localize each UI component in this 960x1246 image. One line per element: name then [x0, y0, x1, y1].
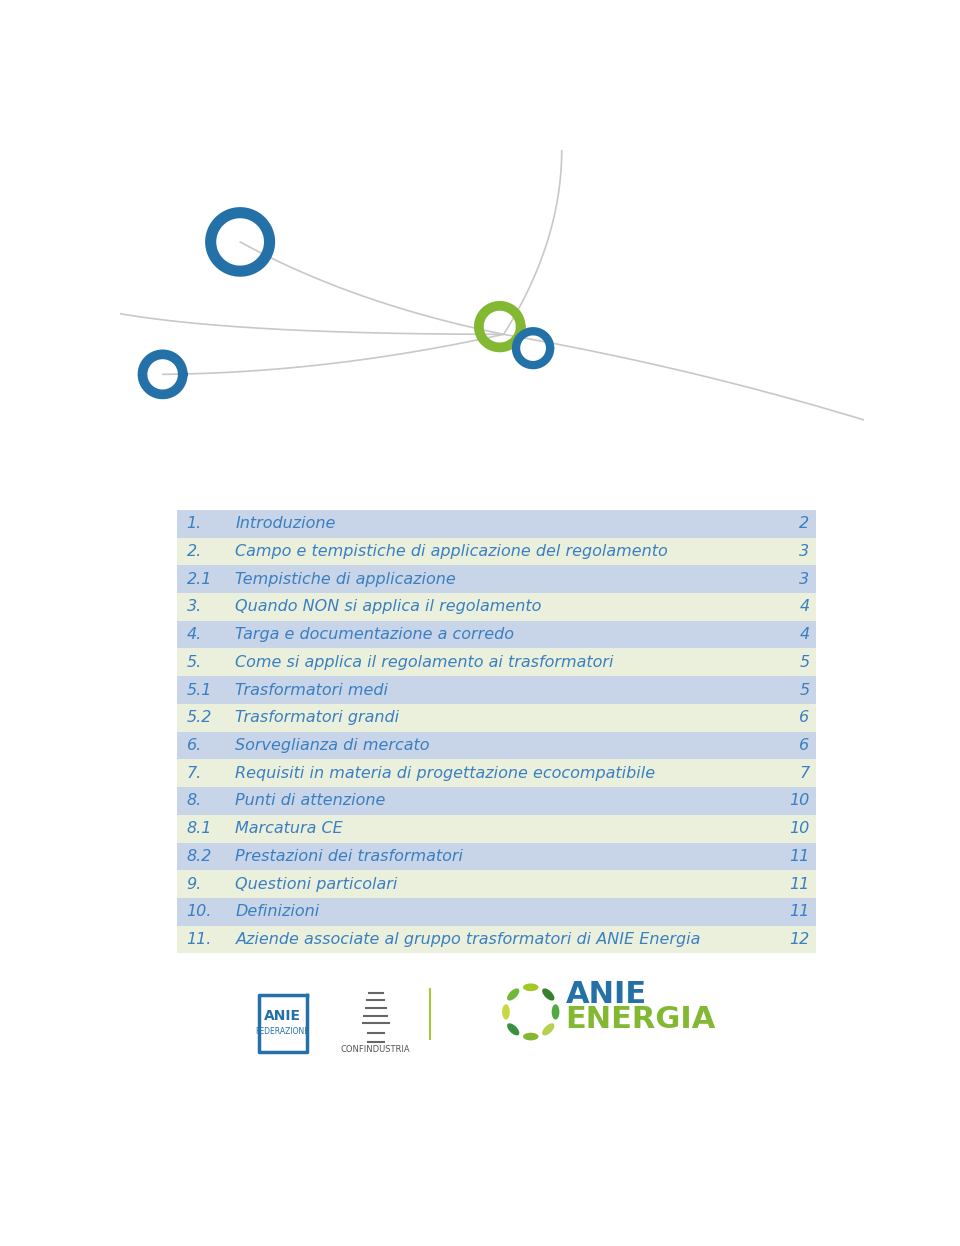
Text: 2.: 2.: [186, 545, 202, 559]
Text: 9.: 9.: [186, 877, 202, 892]
Bar: [178, 815, 816, 842]
Text: Prestazioni dei trasformatori: Prestazioni dei trasformatori: [235, 849, 464, 863]
Text: 11: 11: [789, 905, 809, 920]
Ellipse shape: [552, 1004, 560, 1019]
Text: 6: 6: [800, 710, 809, 725]
Text: Tempistiche di applicazione: Tempistiche di applicazione: [235, 572, 456, 587]
Text: 2: 2: [800, 516, 809, 531]
Bar: [178, 787, 816, 815]
Text: Come si applica il regolamento ai trasformatori: Come si applica il regolamento ai trasfo…: [235, 655, 613, 670]
Text: Punti di attenzione: Punti di attenzione: [235, 794, 386, 809]
Text: 5: 5: [800, 655, 809, 670]
Ellipse shape: [542, 988, 555, 1001]
Bar: [178, 648, 816, 677]
Bar: [178, 537, 816, 566]
Text: 8.1: 8.1: [186, 821, 212, 836]
Text: 3: 3: [800, 545, 809, 559]
Text: 4.: 4.: [186, 627, 202, 642]
Text: 7: 7: [800, 766, 809, 781]
Text: 3.: 3.: [186, 599, 202, 614]
Bar: [178, 926, 816, 953]
Text: Questioni particolari: Questioni particolari: [235, 877, 397, 892]
Text: Sorveglianza di mercato: Sorveglianza di mercato: [235, 738, 430, 753]
Bar: [178, 510, 816, 537]
Text: Targa e documentazione a corredo: Targa e documentazione a corredo: [235, 627, 515, 642]
Ellipse shape: [507, 988, 519, 1001]
Bar: [178, 731, 816, 759]
Text: 1.: 1.: [186, 516, 202, 531]
Ellipse shape: [507, 1023, 519, 1035]
Text: FEDERAZIONE: FEDERAZIONE: [255, 1027, 310, 1035]
Text: 5: 5: [800, 683, 809, 698]
Text: 10: 10: [789, 794, 809, 809]
Bar: [178, 898, 816, 926]
Text: 11: 11: [789, 877, 809, 892]
Text: ANIE: ANIE: [264, 1009, 301, 1023]
Text: 10: 10: [789, 821, 809, 836]
Text: 4: 4: [800, 599, 809, 614]
Bar: [178, 621, 816, 648]
Text: 8.2: 8.2: [186, 849, 212, 863]
Bar: [178, 704, 816, 731]
Text: 2.1: 2.1: [186, 572, 212, 587]
Text: CONFINDUSTRIA: CONFINDUSTRIA: [341, 1045, 411, 1054]
Ellipse shape: [523, 1033, 539, 1040]
Ellipse shape: [542, 1023, 555, 1035]
Text: 5.1: 5.1: [186, 683, 212, 698]
Text: 12: 12: [789, 932, 809, 947]
Text: 6: 6: [800, 738, 809, 753]
Text: 6.: 6.: [186, 738, 202, 753]
Bar: [178, 842, 816, 870]
Text: Requisiti in materia di progettazione ecocompatibile: Requisiti in materia di progettazione ec…: [235, 766, 656, 781]
Ellipse shape: [523, 983, 539, 991]
Text: 11: 11: [789, 849, 809, 863]
Bar: [178, 593, 816, 621]
Text: ANIE: ANIE: [565, 981, 647, 1009]
Text: 4: 4: [800, 627, 809, 642]
Text: Campo e tempistiche di applicazione del regolamento: Campo e tempistiche di applicazione del …: [235, 545, 668, 559]
Bar: [178, 759, 816, 787]
Text: ENERGIA: ENERGIA: [565, 1006, 716, 1034]
Text: Aziende associate al gruppo trasformatori di ANIE Energia: Aziende associate al gruppo trasformator…: [235, 932, 701, 947]
Bar: [178, 677, 816, 704]
Text: Introduzione: Introduzione: [235, 516, 336, 531]
Text: 3: 3: [800, 572, 809, 587]
Ellipse shape: [502, 1004, 510, 1019]
Text: Marcatura CE: Marcatura CE: [235, 821, 343, 836]
Bar: [178, 870, 816, 898]
Text: Definizioni: Definizioni: [235, 905, 320, 920]
Text: 5.: 5.: [186, 655, 202, 670]
Text: 11.: 11.: [186, 932, 212, 947]
Text: Trasformatori medi: Trasformatori medi: [235, 683, 389, 698]
Text: 5.2: 5.2: [186, 710, 212, 725]
Bar: [178, 566, 816, 593]
Text: Trasformatori grandi: Trasformatori grandi: [235, 710, 399, 725]
Text: 7.: 7.: [186, 766, 202, 781]
Text: 8.: 8.: [186, 794, 202, 809]
Text: 10.: 10.: [186, 905, 212, 920]
Text: Quando NON si applica il regolamento: Quando NON si applica il regolamento: [235, 599, 541, 614]
